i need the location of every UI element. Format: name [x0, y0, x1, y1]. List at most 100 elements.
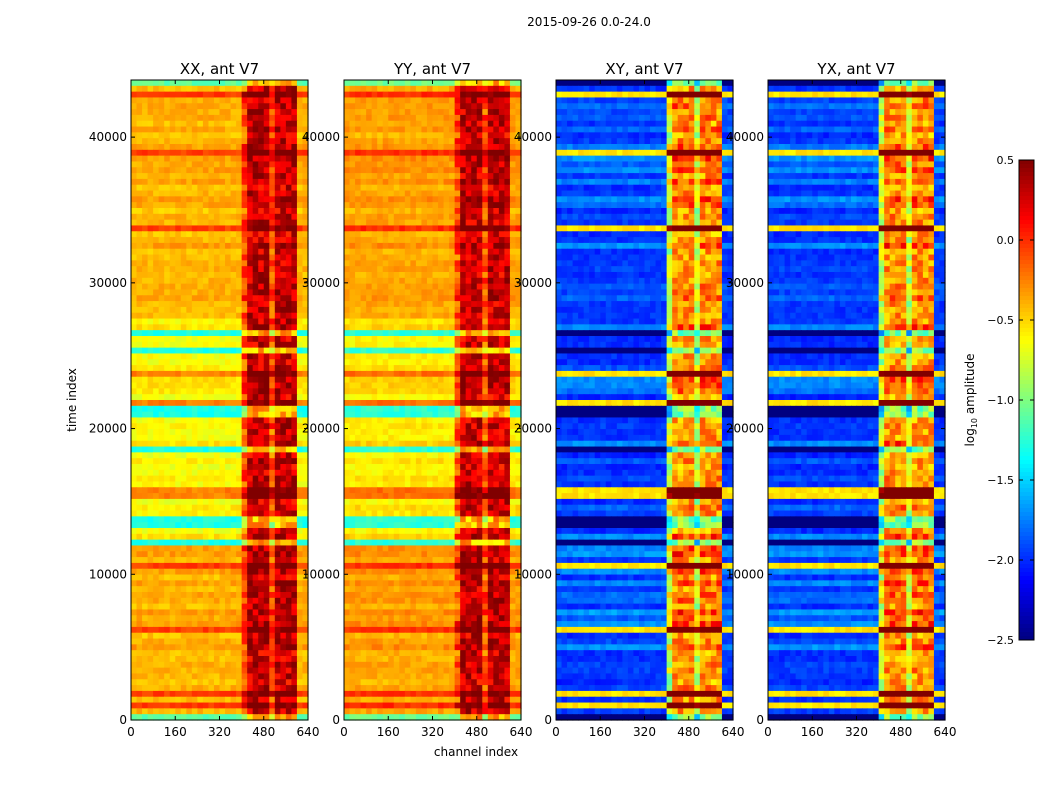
- heatmap-cell: [382, 109, 389, 116]
- heatmap-cell: [471, 225, 478, 232]
- heatmap-cell: [377, 167, 384, 174]
- heatmap-cell: [213, 144, 221, 151]
- heatmap-cell: [147, 446, 154, 453]
- heatmap-cell: [191, 272, 198, 279]
- heatmap-cell: [269, 539, 276, 547]
- heatmap-cell: [136, 696, 143, 704]
- heatmap-cell: [158, 562, 165, 570]
- heatmap-cell: [219, 336, 226, 343]
- heatmap-cell: [213, 405, 221, 413]
- heatmap-cell: [302, 417, 309, 424]
- heatmap-cell: [269, 336, 276, 343]
- heatmap-cell: [482, 225, 489, 232]
- heatmap-cell: [225, 632, 232, 640]
- heatmap-cell: [191, 522, 198, 529]
- heatmap-cell: [415, 330, 423, 337]
- heatmap-cell: [225, 609, 232, 616]
- heatmap-cell: [213, 679, 221, 686]
- heatmap-cell: [449, 173, 456, 180]
- heatmap-cell: [236, 411, 243, 419]
- heatmap-cell: [399, 260, 406, 267]
- heatmap-cell: [158, 318, 165, 325]
- heatmap-cell: [285, 202, 293, 209]
- heatmap-cell: [225, 330, 232, 337]
- heatmap-cell: [421, 161, 428, 168]
- heatmap-cell: [280, 673, 287, 680]
- heatmap-cell: [432, 336, 439, 343]
- heatmap-cell: [460, 254, 467, 261]
- heatmap-cell: [388, 330, 395, 337]
- heatmap-cell: [274, 551, 281, 558]
- heatmap-cell: [285, 493, 293, 500]
- heatmap-cell: [202, 458, 210, 465]
- heatmap-cell: [131, 91, 138, 99]
- heatmap-cell: [225, 382, 232, 389]
- heatmap-cell: [280, 324, 287, 331]
- heatmap-cell: [142, 202, 149, 209]
- heatmap-cell: [213, 149, 221, 157]
- heatmap-cell: [197, 440, 204, 448]
- heatmap-cell: [465, 161, 472, 168]
- heatmap-cell: [247, 400, 254, 407]
- heatmap-cell: [186, 132, 193, 139]
- heatmap-cell: [131, 109, 138, 116]
- heatmap-cell: [202, 696, 210, 704]
- heatmap-cell: [426, 208, 434, 215]
- heatmap-cell: [263, 504, 270, 512]
- heatmap-cell: [230, 295, 237, 302]
- heatmap-cell: [349, 80, 356, 87]
- heatmap-cell: [252, 353, 259, 360]
- heatmap-cell: [219, 225, 226, 232]
- heatmap-cell: [274, 196, 281, 203]
- heatmap-cell: [360, 254, 367, 261]
- heatmap-cell: [191, 126, 198, 133]
- heatmap-cell: [241, 295, 248, 302]
- heatmap-cell: [175, 533, 182, 541]
- heatmap-cell: [482, 97, 489, 104]
- heatmap-cell: [131, 283, 138, 291]
- heatmap-cell: [410, 173, 417, 180]
- heatmap-cell: [443, 80, 450, 87]
- heatmap-cell: [131, 114, 138, 122]
- y-tick-label: 0: [119, 713, 127, 727]
- heatmap-cell: [269, 365, 276, 372]
- heatmap-cell: [274, 446, 281, 453]
- heatmap-cell: [493, 289, 500, 296]
- heatmap-cell: [180, 138, 187, 145]
- heatmap-cell: [208, 80, 215, 87]
- heatmap-cell: [302, 545, 309, 552]
- heatmap-cell: [213, 248, 221, 256]
- heatmap-cell: [241, 277, 248, 285]
- heatmap-cell: [460, 213, 467, 221]
- heatmap-cell: [388, 318, 395, 325]
- heatmap-cell: [131, 551, 138, 558]
- heatmap-cell: [498, 219, 506, 227]
- heatmap-cell: [147, 213, 154, 221]
- heatmap-cell: [454, 283, 461, 291]
- heatmap-cell: [158, 330, 165, 337]
- heatmap-cell: [443, 231, 450, 238]
- heatmap-cell: [180, 557, 187, 564]
- heatmap-cell: [180, 696, 187, 704]
- heatmap-cell: [515, 167, 522, 174]
- heatmap-cell: [258, 173, 265, 180]
- heatmap-cell: [191, 638, 198, 645]
- heatmap-cell: [410, 277, 417, 285]
- heatmap-cell: [291, 621, 298, 628]
- heatmap-cell: [180, 667, 187, 675]
- heatmap-cell: [269, 277, 276, 285]
- heatmap-cell: [225, 196, 232, 203]
- heatmap-cell: [366, 126, 373, 133]
- heatmap-cell: [147, 714, 154, 721]
- heatmap-cell: [302, 109, 309, 116]
- heatmap-cell: [197, 667, 204, 675]
- heatmap-cell: [388, 301, 395, 308]
- heatmap-cell: [236, 650, 243, 657]
- heatmap-cell: [225, 498, 232, 506]
- heatmap-cell: [208, 411, 215, 419]
- heatmap-cell: [280, 690, 287, 698]
- heatmap-cell: [344, 248, 351, 256]
- heatmap-cell: [454, 254, 461, 261]
- heatmap-cell: [460, 138, 467, 145]
- heatmap-cell: [252, 452, 259, 459]
